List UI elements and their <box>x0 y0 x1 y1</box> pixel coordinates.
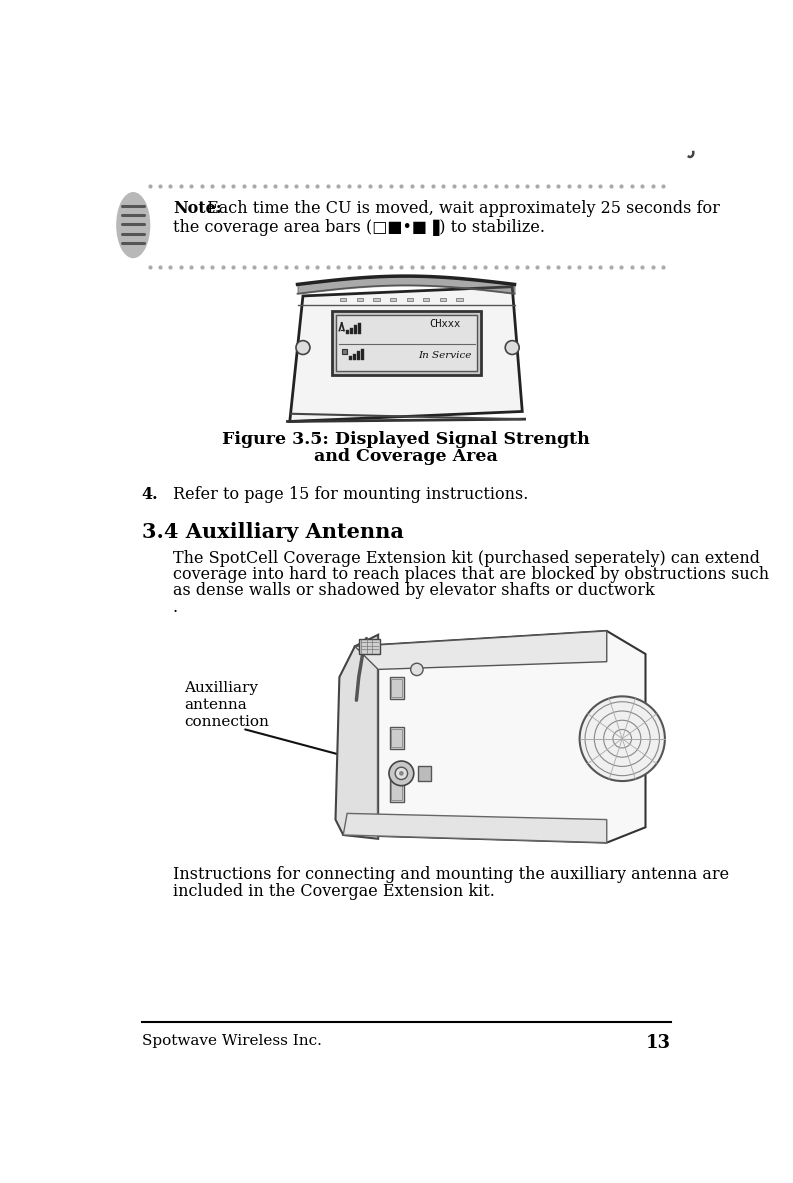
Text: Instructions for connecting and mounting the auxilliary antenna are: Instructions for connecting and mounting… <box>173 866 729 883</box>
Bar <box>336 315 477 370</box>
Polygon shape <box>355 631 607 670</box>
Text: as dense walls or shadowed by elevator shafts or ductwork: as dense walls or shadowed by elevator s… <box>173 582 654 600</box>
Text: Auxilliary: Auxilliary <box>185 681 259 694</box>
Bar <box>391 729 402 748</box>
Text: 3.4 Auxilliary Antenna: 3.4 Auxilliary Antenna <box>142 522 404 542</box>
Bar <box>391 778 402 801</box>
Ellipse shape <box>117 192 151 258</box>
Bar <box>350 356 352 360</box>
Circle shape <box>389 761 414 786</box>
Bar <box>340 297 347 302</box>
Polygon shape <box>343 631 646 842</box>
Polygon shape <box>335 635 378 839</box>
Bar <box>354 325 357 334</box>
Text: the coverage area bars (□■•■▐) to stabilize.: the coverage area bars (□■•■▐) to stabil… <box>173 219 545 235</box>
Bar <box>374 297 380 302</box>
Bar <box>347 330 349 334</box>
Text: and Coverage Area: and Coverage Area <box>314 448 498 465</box>
Bar <box>342 349 347 355</box>
Text: coverage into hard to reach places that are blocked by obstructions such: coverage into hard to reach places that … <box>173 567 769 583</box>
Bar <box>390 297 396 302</box>
Bar <box>357 351 360 360</box>
Bar <box>440 297 446 302</box>
Bar <box>419 765 431 781</box>
Bar <box>389 777 404 802</box>
Circle shape <box>296 341 310 355</box>
Text: 13: 13 <box>646 1034 671 1052</box>
Circle shape <box>399 771 404 776</box>
Bar <box>351 328 353 334</box>
Text: .: . <box>173 599 178 615</box>
Bar <box>354 354 356 360</box>
Bar <box>358 639 381 654</box>
Polygon shape <box>289 286 523 421</box>
Bar <box>389 728 404 749</box>
Circle shape <box>395 768 408 780</box>
Text: Each time the CU is moved, wait approximately 25 seconds for: Each time the CU is moved, wait approxim… <box>202 200 720 216</box>
Text: In Service: In Service <box>418 350 472 360</box>
Bar <box>254 627 649 851</box>
Text: 4.: 4. <box>142 486 159 503</box>
Bar <box>332 311 481 375</box>
Text: CHxxx: CHxxx <box>429 319 461 329</box>
Text: included in the Covergae Extension kit.: included in the Covergae Extension kit. <box>173 883 495 900</box>
Text: Refer to page 15 for mounting instructions.: Refer to page 15 for mounting instructio… <box>173 486 528 503</box>
Bar <box>423 297 429 302</box>
Text: antenna: antenna <box>185 698 247 712</box>
Bar <box>358 323 361 334</box>
Circle shape <box>505 341 519 355</box>
Text: Figure 3.5: Displayed Signal Strength: Figure 3.5: Displayed Signal Strength <box>222 431 590 447</box>
Text: Note:: Note: <box>173 200 221 216</box>
Text: Spotwave Wireless Inc.: Spotwave Wireless Inc. <box>142 1034 322 1048</box>
Text: connection: connection <box>185 715 270 729</box>
Circle shape <box>411 664 423 675</box>
Bar <box>407 297 413 302</box>
Bar <box>391 679 402 697</box>
Bar <box>457 297 462 302</box>
Text: The SpotCell Coverage Extension kit (purchased seperately) can extend: The SpotCell Coverage Extension kit (pur… <box>173 550 760 567</box>
Circle shape <box>580 697 665 781</box>
Polygon shape <box>343 814 607 842</box>
Bar <box>389 677 404 699</box>
Bar <box>361 349 364 360</box>
Bar <box>357 297 363 302</box>
